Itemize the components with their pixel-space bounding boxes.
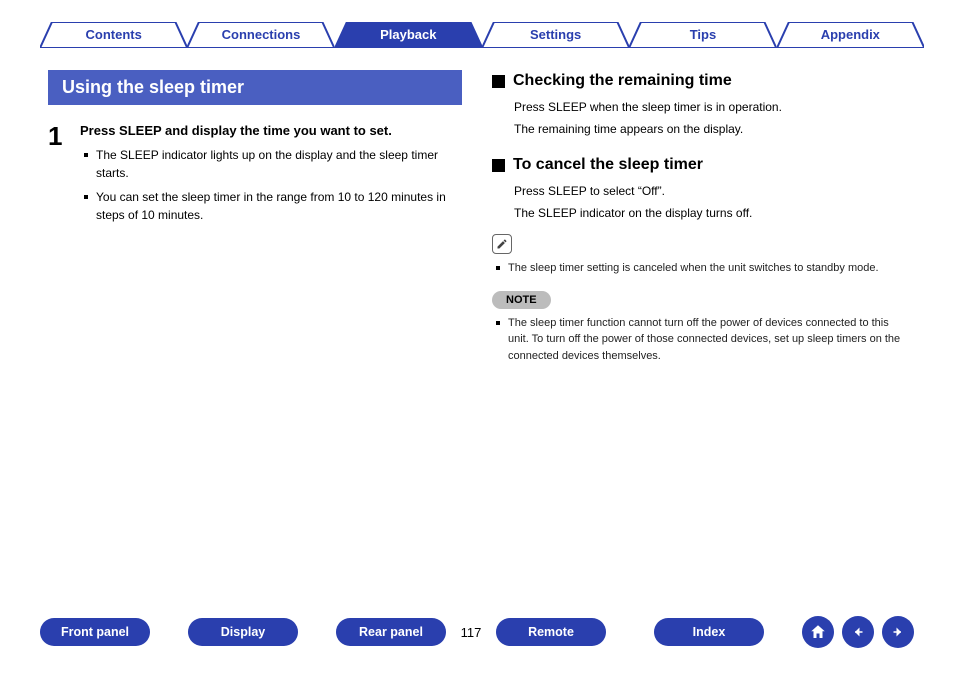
- home-button[interactable]: [802, 616, 834, 648]
- footer-btn-display[interactable]: Display: [188, 618, 298, 646]
- footer-btn-index[interactable]: Index: [654, 618, 764, 646]
- tab-contents[interactable]: Contents: [40, 22, 187, 48]
- page-number: 117: [446, 625, 496, 640]
- tab-playback[interactable]: Playback: [335, 22, 482, 48]
- footer-btn-remote[interactable]: Remote: [496, 618, 606, 646]
- note-label: NOTE: [492, 291, 551, 309]
- footer: Front panel Display Rear panel 117 Remot…: [40, 615, 914, 649]
- tab-label: Playback: [380, 27, 436, 42]
- tip-icon: [492, 234, 512, 254]
- right-column: Checking the remaining time Press SLEEP …: [492, 70, 906, 593]
- tab-settings[interactable]: Settings: [482, 22, 629, 48]
- step-1: 1 Press SLEEP and display the time you w…: [48, 123, 462, 230]
- next-button[interactable]: [882, 616, 914, 648]
- tab-label: Tips: [690, 27, 717, 42]
- prev-button[interactable]: [842, 616, 874, 648]
- step-bullets: The SLEEP indicator lights up on the dis…: [80, 146, 462, 224]
- top-tabs: Contents Connections Playback Settings T…: [40, 22, 924, 52]
- subsection-heading: To cancel the sleep timer: [492, 156, 906, 174]
- footer-btn-rear-panel[interactable]: Rear panel: [336, 618, 446, 646]
- tip-bullets: The sleep timer setting is canceled when…: [492, 260, 906, 277]
- home-icon: [809, 623, 827, 641]
- note-bullets: The sleep timer function cannot turn off…: [492, 315, 906, 365]
- paragraph: The SLEEP indicator on the display turns…: [514, 204, 906, 222]
- subsection-heading-text: To cancel the sleep timer: [513, 156, 703, 174]
- tab-label: Contents: [85, 27, 141, 42]
- paragraph: Press SLEEP when the sleep timer is in o…: [514, 98, 906, 116]
- tab-tips[interactable]: Tips: [629, 22, 776, 48]
- arrow-right-icon: [889, 623, 907, 641]
- footer-btn-front-panel[interactable]: Front panel: [40, 618, 150, 646]
- section-heading: Using the sleep timer: [48, 70, 462, 105]
- subsection-heading: Checking the remaining time: [492, 72, 906, 90]
- tab-label: Connections: [222, 27, 301, 42]
- bullet-item: The SLEEP indicator lights up on the dis…: [84, 146, 462, 182]
- paragraph: The remaining time appears on the displa…: [514, 120, 906, 138]
- tab-label: Settings: [530, 27, 581, 42]
- left-column: Using the sleep timer 1 Press SLEEP and …: [48, 70, 462, 593]
- tab-connections[interactable]: Connections: [187, 22, 334, 48]
- step-title: Press SLEEP and display the time you wan…: [80, 123, 462, 138]
- tab-label: Appendix: [821, 27, 880, 42]
- bullet-item: The sleep timer setting is canceled when…: [496, 260, 906, 277]
- subsection-heading-text: Checking the remaining time: [513, 72, 732, 90]
- arrow-left-icon: [849, 623, 867, 641]
- bullet-item: You can set the sleep timer in the range…: [84, 188, 462, 224]
- page-content: Using the sleep timer 1 Press SLEEP and …: [48, 70, 906, 593]
- bullet-item: The sleep timer function cannot turn off…: [496, 315, 906, 365]
- paragraph: Press SLEEP to select “Off”.: [514, 182, 906, 200]
- tab-appendix[interactable]: Appendix: [777, 22, 924, 48]
- step-number: 1: [48, 123, 68, 230]
